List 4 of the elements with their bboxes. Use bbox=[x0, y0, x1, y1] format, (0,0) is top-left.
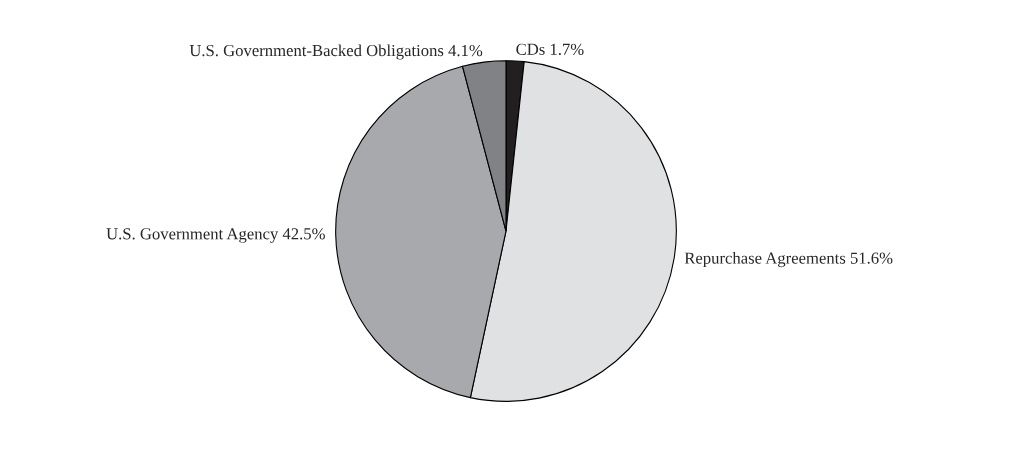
slice-label: Repurchase Agreements 51.6% bbox=[684, 252, 893, 268]
slice-label: U.S. Government Agency 42.5% bbox=[106, 228, 325, 243]
slice-label: CDs 1.7% bbox=[516, 43, 584, 55]
slice-label: U.S. Government-Backed Obligations 4.1% bbox=[189, 44, 483, 60]
